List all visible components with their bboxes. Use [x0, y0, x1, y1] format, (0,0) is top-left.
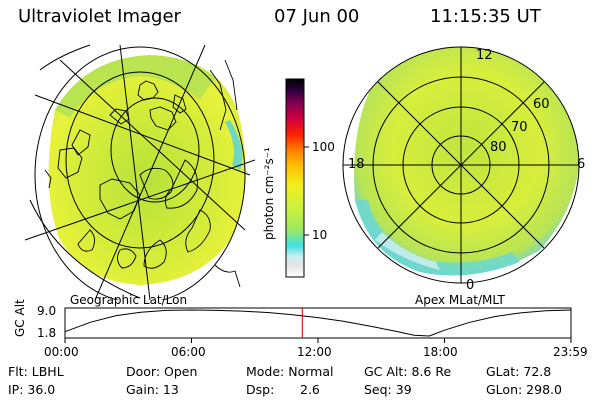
dsp-value: 2.6	[300, 382, 320, 397]
glon-info: GLon: 298.0	[486, 382, 562, 397]
instrument-title: Ultraviolet Imager	[18, 6, 181, 27]
mlt-label-right: 6	[577, 157, 586, 172]
top-arc	[39, 44, 91, 71]
colorbar-tick-100: 100	[312, 140, 335, 154]
timeline-xtick-1: 06:00	[171, 345, 206, 359]
dsp-label: Dsp:	[246, 382, 275, 397]
door-info: Door: Open	[126, 364, 198, 379]
lat-circle-outer	[34, 46, 246, 300]
right-panel-caption: Apex MLat/MLT	[415, 293, 505, 307]
meridian-4	[94, 44, 206, 300]
meridian-1	[34, 94, 251, 176]
filter-info: Flt: LBHL	[8, 364, 64, 379]
timeline-xtick-2: 12:00	[297, 345, 332, 359]
mlt-label-bottom: 0	[466, 278, 475, 293]
timeline-ytick-top: 9.0	[37, 304, 57, 318]
time-label: 11:15:35 UT	[430, 6, 541, 27]
mlt-diag-2	[377, 81, 545, 249]
alt-curve	[64, 309, 572, 337]
colorbar-gradient	[285, 78, 305, 278]
polar-cyan-edge	[355, 200, 520, 276]
cyan-limb	[225, 120, 243, 170]
gain-info: Gain: 13	[126, 382, 179, 397]
date-label: 07 Jun 00	[274, 6, 360, 27]
seq-info: Seq: 39	[364, 382, 412, 397]
timeline-ytick-bottom: 1.8	[37, 326, 57, 340]
dayside-edge	[55, 55, 215, 118]
mlt-label-top: 12	[476, 48, 493, 63]
timeline-xtick-4: 23:59	[553, 345, 588, 359]
mode-info: Mode: Normal	[246, 364, 334, 379]
outer-arc	[29, 199, 141, 299]
timeline-xtick-3: 18:00	[423, 345, 458, 359]
coastlines	[44, 59, 241, 288]
lat-circle-inner	[110, 97, 200, 203]
timeline-ylabel: GC Alt	[13, 299, 27, 337]
left-panel-caption: Geographic Lat/Lon	[70, 293, 188, 307]
gc-alt-info: GC Alt: 8.6 Re	[364, 364, 452, 379]
mlat-label-60: 60	[533, 97, 550, 112]
mlat-label-70: 70	[511, 120, 528, 135]
lat-circle-mid	[65, 71, 215, 249]
timeline-xtick-0: 00:00	[44, 345, 79, 359]
mlt-label-left: 18	[348, 157, 365, 172]
mlat-label-80: 80	[490, 140, 507, 155]
meridian-2	[59, 59, 246, 231]
colorbar-tick-10: 10	[312, 228, 328, 242]
glat-info: GLat: 72.8	[486, 364, 552, 379]
ip-info: IP: 36.0	[8, 382, 56, 397]
meridian-5	[24, 159, 256, 241]
